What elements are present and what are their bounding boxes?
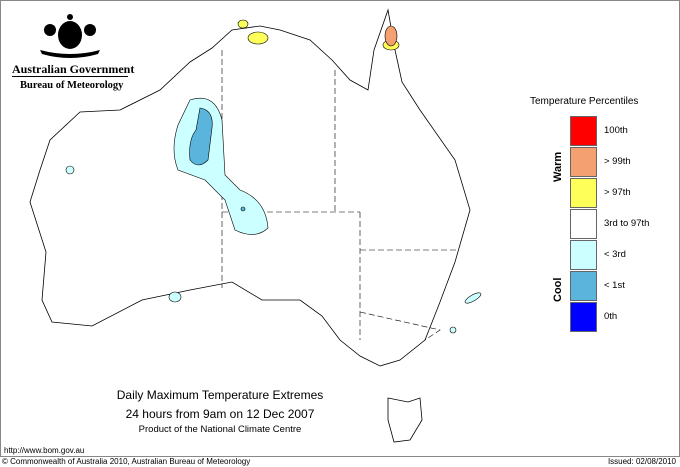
map-title: Daily Maximum Temperature Extremes: [116, 388, 324, 402]
above-97th-area: [237, 19, 249, 29]
legend-swatch: [570, 178, 597, 208]
map-subtitle: 24 hours from 9am on 12 Dec 2007: [125, 407, 315, 421]
above-97th-area: [247, 31, 269, 45]
issued-date: Issued: 02/08/2010: [607, 457, 676, 466]
legend-label: 100th: [604, 125, 628, 136]
anomaly-areas: [65, 19, 482, 334]
legend-label: 0th: [604, 311, 618, 322]
product-credit: Product of the National Climate Centre: [138, 424, 302, 435]
coat-of-arms-logo: [40, 14, 100, 58]
below-3rd-area: [240, 206, 246, 212]
below-3rd-area: [168, 291, 182, 303]
logo-rule: [12, 76, 128, 77]
below-3rd-area: [464, 292, 482, 304]
legend-warm-label: Warm: [552, 151, 564, 182]
legend-swatch: [570, 240, 597, 270]
below-3rd-area: [65, 165, 75, 175]
legend-label: < 1st: [604, 280, 625, 291]
copyright: © Commonwealth of Australia 2010, Austra…: [2, 457, 251, 466]
logo-line2: Bureau of Meteorology: [20, 80, 124, 91]
legend-label: > 99th: [604, 156, 631, 167]
logo-line1: Australian Government: [12, 62, 135, 76]
legend-title: Temperature Percentiles: [530, 96, 639, 107]
legend-label: > 97th: [604, 187, 631, 198]
legend-swatch: [570, 116, 597, 146]
below-1st-area: [189, 107, 213, 166]
legend-label: 3rd to 97th: [604, 218, 650, 229]
website-link[interactable]: http://www.bom.gov.au: [4, 446, 85, 455]
tasmania: [387, 397, 423, 443]
below-3rd-area: [449, 326, 457, 334]
above-99th-area: [384, 25, 398, 47]
legend-swatch: [570, 271, 597, 301]
legend-cool-label: Cool: [552, 277, 564, 302]
legend-swatch: [570, 302, 597, 332]
legend-swatch: [570, 209, 597, 239]
legend-swatch: [570, 147, 597, 177]
legend-label: < 3rd: [604, 249, 626, 260]
